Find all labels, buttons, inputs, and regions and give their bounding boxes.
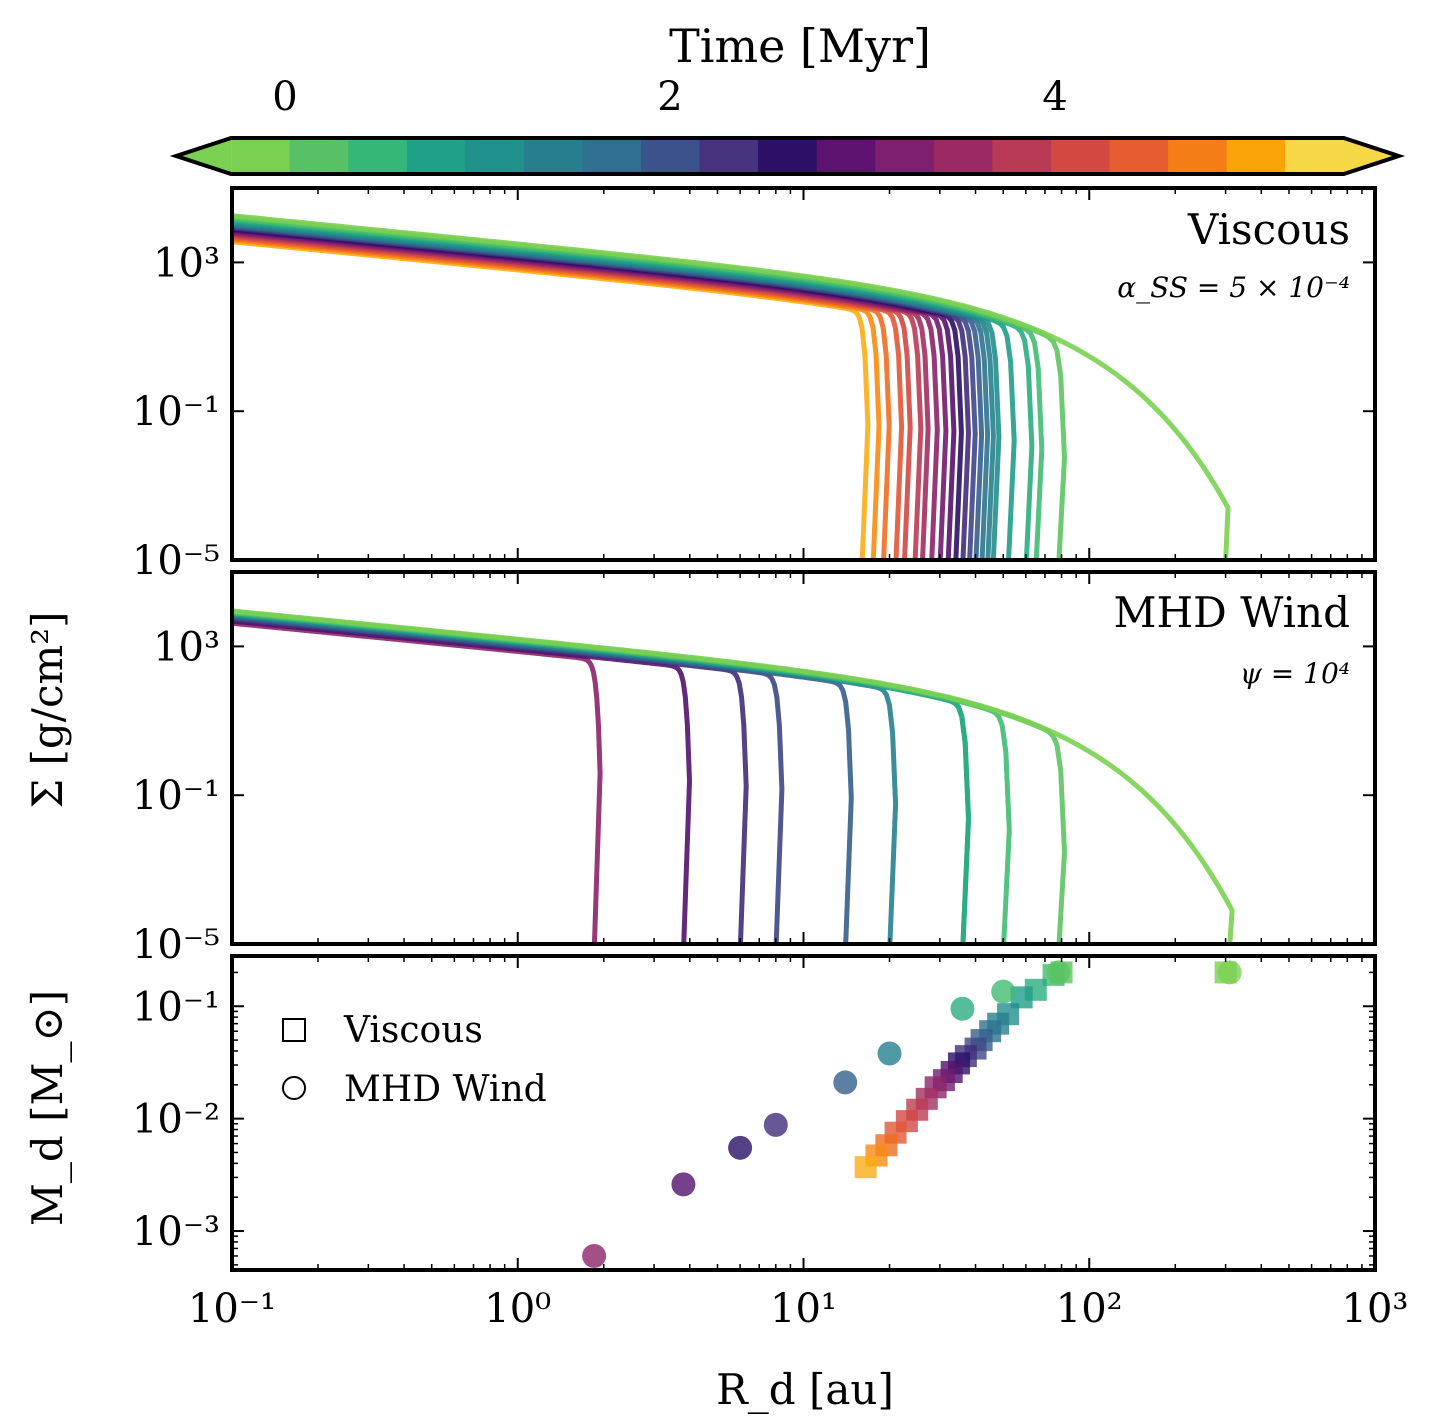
- mhd-wind-point: [1046, 960, 1071, 985]
- colorbar-segment: [1226, 138, 1286, 174]
- viscous-panel-frame: [230, 186, 1377, 562]
- mhd-wind-curves: [232, 608, 1235, 944]
- md-axis-label: M_d [M_⊙]: [23, 990, 72, 1226]
- sigma-profile-line: [232, 616, 749, 944]
- viscous-point: [854, 1156, 877, 1179]
- colorbar-segment: [523, 138, 584, 174]
- legend: Viscous MHD Wind: [282, 1010, 547, 1110]
- sigma-profile-line: [232, 608, 1235, 944]
- viscous-point: [1010, 986, 1033, 1009]
- colorbar-segment: [348, 138, 408, 174]
- x-tick-label: 10⁰: [484, 1286, 551, 1332]
- legend-circle-marker: [282, 1076, 306, 1100]
- y-tick-label: 10³: [153, 240, 220, 286]
- x-tick-label: 10²: [1056, 1286, 1123, 1332]
- viscous-parameter: α_SS = 5 × 10⁻⁴: [1117, 271, 1350, 304]
- y-tick-label: 10⁻¹: [132, 773, 220, 819]
- sigma-profile-line: [232, 613, 899, 944]
- colorbar-segment: [465, 138, 525, 174]
- mhd-wind-panel-frame: [230, 570, 1377, 946]
- colorbar-segment: [699, 138, 759, 174]
- colorbar-segment: [933, 138, 993, 174]
- mhd-wind-parameter: ψ = 10⁴: [1240, 657, 1350, 690]
- colorbar-segment: [758, 138, 818, 174]
- y-tick-label: 10⁻²: [132, 1097, 220, 1143]
- colorbar-segment: [875, 138, 935, 174]
- mhd-wind-point: [582, 1243, 607, 1268]
- mhd-wind-point: [763, 1112, 788, 1137]
- mhd-wind-point: [950, 996, 975, 1021]
- colorbar-segment: [289, 138, 349, 174]
- colorbar-segment: [231, 138, 291, 174]
- y-tick-label: 10³: [153, 624, 220, 670]
- colorbar-extend-high: [1343, 138, 1399, 174]
- y-tick-label: 10⁻¹: [132, 984, 220, 1030]
- colorbar-segment: [1109, 138, 1169, 174]
- legend-square-marker: [282, 1018, 306, 1042]
- x-tick-label: 10⁻¹: [188, 1286, 276, 1332]
- x-tick-label: 10¹: [770, 1286, 837, 1332]
- legend-viscous-label: Viscous: [343, 1010, 483, 1051]
- colorbar-segment: [1050, 138, 1111, 174]
- mhd-wind-annotation: MHD Wind: [1114, 588, 1350, 637]
- x-tick-label: 10³: [1342, 1286, 1409, 1332]
- colorbar-label: Time [Myr]: [669, 19, 931, 73]
- mhd-wind-point: [728, 1135, 753, 1160]
- colorbar-segment: [406, 138, 466, 174]
- rd-axis-label: R_d [au]: [716, 1365, 894, 1414]
- colorbar-tick-label: 4: [1042, 74, 1067, 120]
- colorbar-outline: [169, 136, 1406, 176]
- legend-mhd-wind-label: MHD Wind: [344, 1069, 547, 1110]
- colorbar-segment: [582, 138, 642, 174]
- colorbar: Time [Myr] 0 2 4: [169, 19, 1406, 176]
- sigma-profile-line: [232, 620, 603, 944]
- mhd-wind-point: [833, 1070, 858, 1095]
- colorbar-segment: [816, 138, 876, 174]
- y-tick-label: 10⁻⁵: [132, 538, 220, 584]
- colorbar-tick-label: 0: [272, 74, 297, 120]
- colorbar-tick-label: 2: [657, 74, 682, 120]
- colorbar-segment: [1285, 138, 1345, 174]
- y-tick-label: 10⁻³: [132, 1209, 220, 1255]
- mass-radius-panel-frame: [230, 954, 1377, 1272]
- colorbar-segment: [641, 138, 701, 174]
- mhd-wind-point: [991, 979, 1016, 1004]
- mhd-wind-point: [877, 1041, 902, 1066]
- colorbar-segment: [992, 138, 1052, 174]
- colorbar-extend-low: [176, 138, 232, 174]
- colorbar-segment: [1168, 138, 1228, 174]
- viscous-annotation: Viscous: [1187, 205, 1350, 254]
- sigma-profile-line: [232, 618, 692, 944]
- mass-radius-points: [582, 960, 1242, 1268]
- y-tick-label: 10⁻¹: [132, 389, 220, 435]
- mhd-wind-point: [1217, 960, 1242, 985]
- viscous-curves: [232, 213, 1231, 560]
- y-tick-label: 10⁻⁵: [132, 922, 220, 968]
- mhd-wind-point: [671, 1172, 696, 1197]
- sigma-axis-label: Σ [g/cm²]: [23, 611, 72, 808]
- sigma-profile-line: [232, 213, 1231, 560]
